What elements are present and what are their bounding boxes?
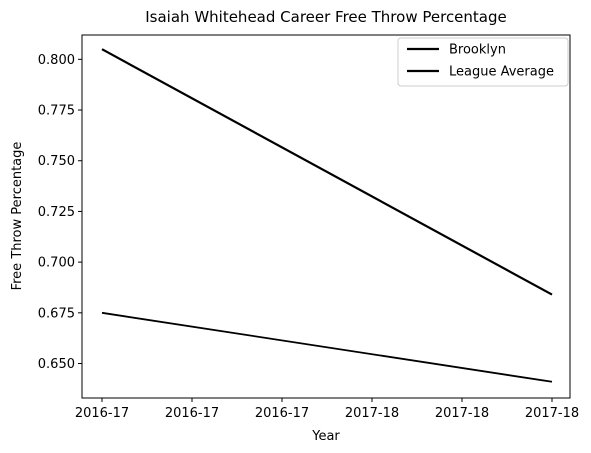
- x-tick-label: 2017-18: [345, 406, 399, 421]
- x-tick-label: 2016-17: [75, 406, 129, 421]
- y-tick-label: 0.750: [38, 154, 75, 169]
- x-tick-label: 2017-18: [525, 406, 579, 421]
- series-lines: [102, 49, 552, 382]
- y-axis-label: Free Throw Percentage: [10, 142, 25, 291]
- legend-label: League Average: [449, 65, 554, 80]
- y-axis: 0.650 0.675 0.700 0.725 0.750 0.775 0.800: [38, 53, 82, 372]
- chart-title: Isaiah Whitehead Career Free Throw Perce…: [145, 8, 507, 26]
- x-axis-label: Year: [311, 429, 340, 444]
- y-tick-label: 0.725: [38, 205, 75, 220]
- x-tick-label: 2016-17: [255, 406, 309, 421]
- x-tick-label: 2016-17: [165, 406, 219, 421]
- legend-label: Brooklyn: [449, 43, 506, 58]
- y-tick-label: 0.775: [38, 104, 75, 119]
- y-tick-label: 0.800: [38, 53, 75, 68]
- x-axis: 2016-17 2016-17 2016-17 2017-18 2017-18 2017-…: [75, 398, 579, 421]
- x-tick-label: 2017-18: [435, 406, 489, 421]
- y-tick-label: 0.650: [38, 357, 75, 372]
- plot-area-frame: [82, 35, 570, 398]
- legend: Brooklyn League Average: [398, 38, 568, 86]
- y-tick-label: 0.675: [38, 306, 75, 321]
- y-tick-label: 0.700: [38, 256, 75, 271]
- series-line-league-average: [102, 313, 552, 382]
